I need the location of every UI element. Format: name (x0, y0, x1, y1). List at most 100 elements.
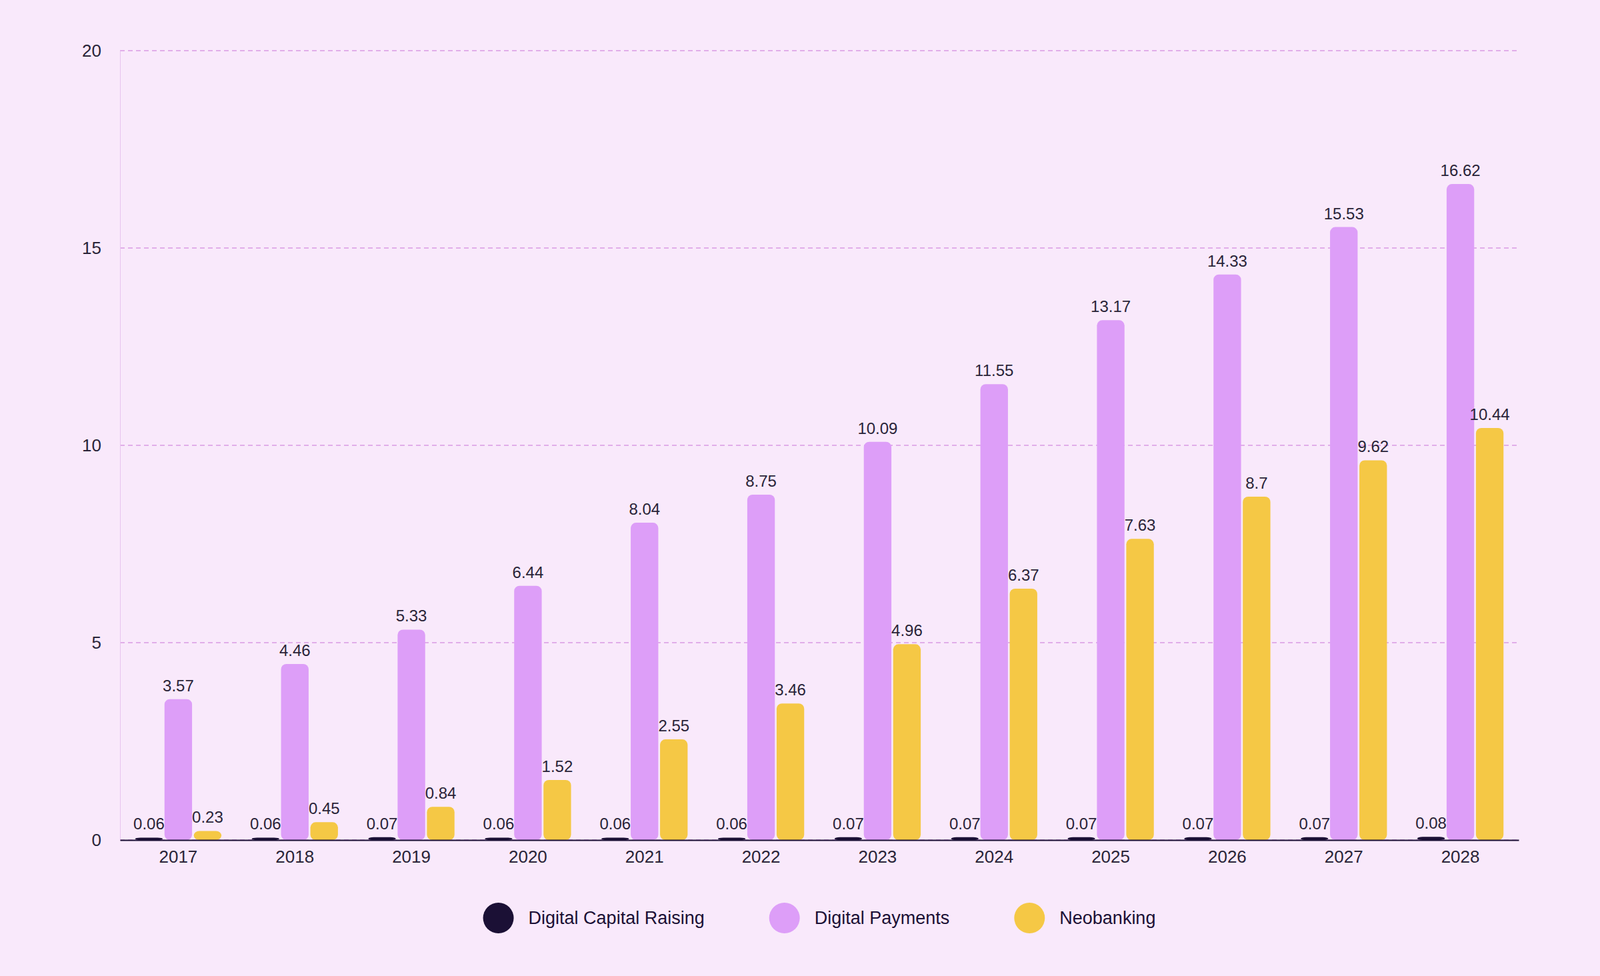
bar (1184, 837, 1212, 840)
data-label: 0.07 (1182, 814, 1214, 833)
data-label: 0.06 (250, 814, 282, 833)
y-tick-label: 10 (82, 435, 102, 456)
bar (660, 739, 688, 840)
y-tick: 10 (82, 435, 120, 456)
bar (484, 837, 512, 840)
x-tick: 2026 (1208, 840, 1247, 867)
bar (1126, 538, 1154, 840)
y-axis-line (120, 51, 121, 841)
legend-label: Digital Payments (814, 908, 950, 928)
x-tick: 2020 (508, 840, 548, 867)
data-label: 0.07 (1298, 814, 1330, 833)
x-tick: 2023 (858, 840, 897, 867)
data-label: 0.07 (1066, 814, 1098, 833)
grid-line (120, 444, 1519, 446)
data-label: 0.07 (949, 814, 981, 833)
bar (397, 629, 425, 840)
y-axis: 05101520 (82, 40, 120, 850)
bar (1242, 496, 1270, 840)
grid-line (120, 50, 1519, 52)
data-label: 0.23 (192, 808, 224, 826)
bars (135, 184, 1504, 840)
y-tick: 5 (92, 632, 120, 653)
bar (980, 384, 1008, 840)
data-label: 2.55 (658, 716, 690, 735)
x-tick-label: 2020 (508, 846, 548, 867)
data-label: 0.07 (366, 814, 398, 833)
data-label: 0.06 (599, 814, 631, 833)
data-label: 5.33 (396, 606, 428, 625)
data-label: 0.08 (1415, 814, 1447, 832)
bar (252, 837, 280, 840)
grid (120, 50, 1519, 840)
legend-item: Neobanking (1014, 902, 1156, 934)
legend-label: Digital Capital Raising (528, 908, 705, 928)
x-tick: 2022 (742, 840, 781, 867)
data-label: 3.46 (774, 680, 806, 699)
data-label: 4.96 (891, 621, 923, 640)
bar (194, 830, 222, 840)
x-axis: 2017 2018 2019 2020 2021 2022 2023 2024 2025 2026… (120, 840, 1520, 867)
bar (1417, 836, 1445, 840)
x-tick-label: 2025 (1091, 846, 1130, 867)
x-tick: 2018 (275, 840, 314, 867)
x-tick-label: 2023 (858, 846, 897, 867)
series (194, 428, 1504, 840)
x-tick-label: 2021 (625, 846, 664, 867)
data-label: 11.55 (974, 361, 1014, 380)
x-tick: 2021 (625, 840, 664, 867)
x-axis-line (120, 840, 1520, 842)
legend-swatch (483, 902, 514, 934)
x-tick: 2024 (974, 840, 1014, 867)
background (0, 0, 1600, 976)
data-label: 10.09 (857, 419, 898, 438)
x-tick-label: 2019 (392, 846, 431, 867)
bar (1330, 227, 1358, 840)
bar (426, 806, 454, 840)
data-label: 0.06 (133, 814, 165, 833)
plot: 051015200.060.060.070.060.060.060.070.07… (82, 40, 1519, 868)
y-tick-label: 15 (82, 238, 102, 258)
x-tick-label: 2028 (1441, 846, 1480, 867)
legend-item: Digital Capital Raising (483, 902, 705, 934)
data-label: 3.57 (162, 676, 194, 695)
grid-line (120, 247, 1519, 249)
legend-swatch (769, 902, 800, 934)
bar (1010, 588, 1038, 840)
legend-item: Digital Payments (769, 902, 950, 934)
bar (776, 703, 804, 840)
y-tick: 15 (82, 238, 120, 258)
x-tick: 2025 (1091, 840, 1130, 867)
data-label: 4.46 (279, 641, 311, 660)
data-label: 14.33 (1207, 252, 1248, 270)
data-label: 10.44 (1470, 405, 1510, 424)
bar (1359, 460, 1387, 840)
bar (135, 837, 163, 840)
data-label: 8.7 (1245, 474, 1268, 492)
data-label: 0.06 (483, 814, 515, 833)
data-label: 6.44 (512, 563, 544, 582)
bar (1300, 837, 1328, 840)
data-label: 8.04 (628, 500, 660, 518)
x-tick: 2028 (1441, 840, 1480, 867)
y-tick-label: 5 (92, 632, 102, 653)
data-label: 13.17 (1090, 297, 1131, 316)
x-tick-label: 2018 (275, 846, 314, 867)
data-label: 0.07 (832, 814, 864, 833)
x-tick-label: 2026 (1208, 846, 1247, 867)
series (164, 184, 1475, 840)
y-tick: 0 (92, 830, 120, 850)
bar (951, 837, 979, 840)
bar (893, 644, 921, 840)
data-label: 8.75 (745, 472, 777, 490)
data-label: 1.52 (542, 757, 574, 776)
data-label: 6.37 (1008, 566, 1040, 584)
data-label: 15.53 (1324, 204, 1364, 223)
bar (834, 837, 862, 840)
bar (1067, 837, 1095, 840)
legend: Digital Capital Raising Digital Payments N… (483, 902, 1156, 934)
x-tick: 2027 (1324, 840, 1364, 867)
x-tick: 2019 (392, 840, 431, 867)
x-tick: 2017 (158, 840, 198, 867)
bar (310, 822, 338, 840)
